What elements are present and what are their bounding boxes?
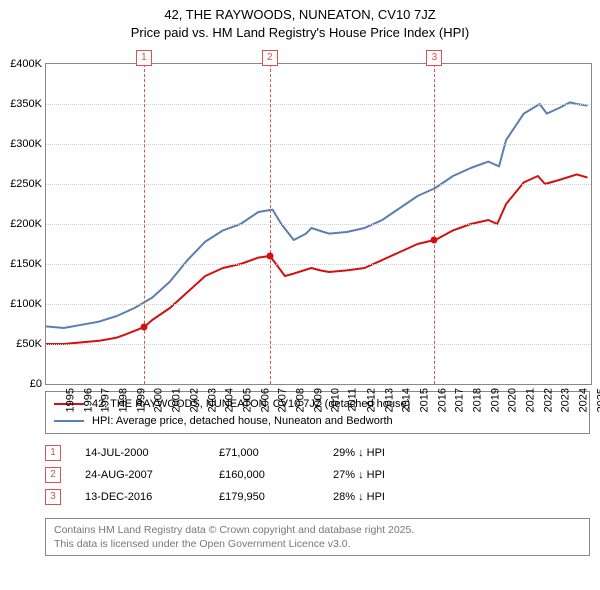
y-tick-label: £200K — [10, 218, 46, 230]
sales-row-date: 24-AUG-2007 — [85, 469, 195, 481]
x-tick-label: 1998 — [118, 388, 130, 412]
sales-row-price: £160,000 — [219, 469, 309, 481]
sale-event-marker: 1 — [136, 50, 152, 66]
sales-row-delta: 28% ↓ HPI — [333, 491, 385, 503]
sale-event-dot — [266, 253, 273, 260]
y-tick-label: £100K — [10, 298, 46, 310]
title-line-1: 42, THE RAYWOODS, NUNEATON, CV10 7JZ — [0, 6, 600, 24]
x-tick-label: 1995 — [64, 388, 76, 412]
sales-row-price: £71,000 — [219, 447, 309, 459]
x-tick-label: 2016 — [436, 388, 448, 412]
gridline-h — [46, 264, 591, 265]
sales-row-index: 1 — [45, 445, 61, 461]
sales-row-date: 14-JUL-2000 — [85, 447, 195, 459]
y-tick-label: £50K — [16, 338, 46, 350]
x-tick-label: 2023 — [560, 388, 572, 412]
series-line-hpi — [46, 102, 588, 328]
sale-event-dot — [140, 324, 147, 331]
sale-event-line — [144, 64, 145, 384]
x-tick-label: 2012 — [365, 388, 377, 412]
y-tick-label: £0 — [30, 378, 46, 390]
sale-event-dot — [431, 237, 438, 244]
x-tick-label: 2022 — [542, 388, 554, 412]
plot-area: £0£50K£100K£150K£200K£250K£300K£350K£400… — [45, 63, 592, 385]
x-tick-label: 2003 — [206, 388, 218, 412]
gridline-h — [46, 184, 591, 185]
x-tick-label: 2018 — [471, 388, 483, 412]
x-tick-label: 1997 — [100, 388, 112, 412]
x-tick-label: 1999 — [135, 388, 147, 412]
attribution: Contains HM Land Registry data © Crown c… — [45, 518, 590, 556]
title-line-2: Price paid vs. HM Land Registry's House … — [0, 24, 600, 42]
x-tick-label: 2025 — [595, 388, 600, 412]
series-line-property — [46, 174, 588, 344]
x-tick-label: 2007 — [277, 388, 289, 412]
sales-table: 1 14-JUL-2000 £71,000 29% ↓ HPI 2 24-AUG-2007… — [45, 442, 590, 508]
y-tick-label: £250K — [10, 178, 46, 190]
x-tick-label: 2020 — [507, 388, 519, 412]
x-tick-label: 2008 — [295, 388, 307, 412]
x-tick-label: 2004 — [224, 388, 236, 412]
legend-label: HPI: Average price, detached house, Nune… — [92, 413, 393, 430]
legend-swatch — [54, 420, 84, 422]
x-tick-label: 2001 — [171, 388, 183, 412]
x-tick-label: 2017 — [454, 388, 466, 412]
x-tick-label: 2024 — [578, 388, 590, 412]
x-tick-label: 2015 — [418, 388, 430, 412]
sales-row-price: £179,950 — [219, 491, 309, 503]
x-tick-label: 1996 — [82, 388, 94, 412]
x-tick-label: 2019 — [489, 388, 501, 412]
legend-row: HPI: Average price, detached house, Nune… — [54, 413, 581, 430]
sales-row-delta: 27% ↓ HPI — [333, 469, 385, 481]
gridline-h — [46, 304, 591, 305]
gridline-h — [46, 224, 591, 225]
x-tick-label: 2014 — [401, 388, 413, 412]
gridline-h — [46, 144, 591, 145]
x-tick-label: 2011 — [347, 388, 359, 412]
x-tick-label: 2013 — [383, 388, 395, 412]
x-tick-label: 2021 — [525, 388, 537, 412]
sales-table-row: 1 14-JUL-2000 £71,000 29% ↓ HPI — [45, 442, 590, 464]
title-block: 42, THE RAYWOODS, NUNEATON, CV10 7JZ Pri… — [0, 0, 600, 41]
gridline-h — [46, 344, 591, 345]
y-tick-label: £300K — [10, 138, 46, 150]
y-tick-label: £400K — [10, 58, 46, 70]
x-tick-label: 2006 — [259, 388, 271, 412]
sale-event-line — [270, 64, 271, 384]
sales-row-date: 13-DEC-2016 — [85, 491, 195, 503]
sales-table-row: 3 13-DEC-2016 £179,950 28% ↓ HPI — [45, 486, 590, 508]
sales-row-delta: 29% ↓ HPI — [333, 447, 385, 459]
x-tick-label: 2002 — [188, 388, 200, 412]
x-tick-label: 2005 — [241, 388, 253, 412]
sale-event-line — [434, 64, 435, 384]
y-tick-label: £350K — [10, 98, 46, 110]
sales-row-index: 3 — [45, 489, 61, 505]
sales-table-row: 2 24-AUG-2007 £160,000 27% ↓ HPI — [45, 464, 590, 486]
sales-row-index: 2 — [45, 467, 61, 483]
attribution-line-2: This data is licensed under the Open Gov… — [54, 537, 581, 551]
x-tick-label: 2009 — [312, 388, 324, 412]
attribution-line-1: Contains HM Land Registry data © Crown c… — [54, 523, 581, 537]
gridline-h — [46, 104, 591, 105]
x-tick-label: 2000 — [153, 388, 165, 412]
sale-event-marker: 3 — [426, 50, 442, 66]
sale-event-marker: 2 — [262, 50, 278, 66]
y-tick-label: £150K — [10, 258, 46, 270]
chart-container: 42, THE RAYWOODS, NUNEATON, CV10 7JZ Pri… — [0, 0, 600, 556]
x-tick-label: 2010 — [330, 388, 342, 412]
